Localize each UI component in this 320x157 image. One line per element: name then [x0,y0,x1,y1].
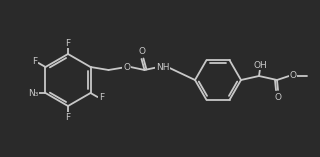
Text: NH: NH [156,62,169,71]
Text: O: O [138,46,145,56]
Text: F: F [65,38,71,48]
Text: F: F [99,94,104,103]
Text: F: F [32,57,37,67]
Text: O: O [275,94,282,103]
Text: O: O [123,62,130,71]
Text: N₃: N₃ [28,89,39,97]
Text: OH: OH [253,60,267,70]
Text: F: F [65,113,71,122]
Text: O: O [290,71,297,81]
